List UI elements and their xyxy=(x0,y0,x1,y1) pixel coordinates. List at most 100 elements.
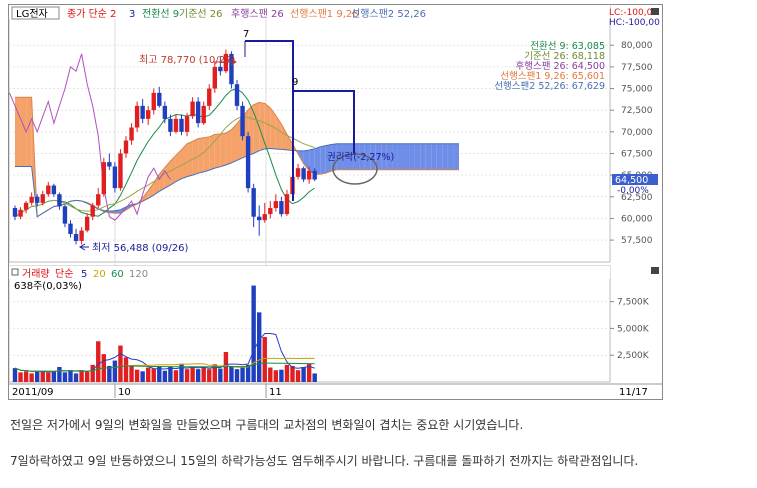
volume-bar xyxy=(146,367,151,382)
cloud-segment xyxy=(359,143,365,170)
stock-name-box[interactable] xyxy=(11,6,60,20)
candle-body xyxy=(184,116,190,132)
volume-bar xyxy=(168,366,173,382)
candle-body xyxy=(212,66,217,89)
cloud-segment xyxy=(314,146,321,175)
cloud-segment xyxy=(420,143,426,170)
volume-bar xyxy=(46,372,51,382)
volume-bar xyxy=(273,370,279,382)
legend-value-5: 선행스팬2 52,26: 67,629 xyxy=(494,80,605,92)
volume-bar xyxy=(162,370,168,382)
volume-bar xyxy=(18,372,23,382)
cloud-segment xyxy=(259,102,265,151)
cloud-segment xyxy=(348,143,354,170)
candle-body xyxy=(140,105,145,119)
candle-body xyxy=(190,101,195,117)
cloud-segment xyxy=(20,97,27,167)
volume-bar xyxy=(140,371,145,382)
candle-body xyxy=(134,105,140,128)
volume-ma-120: 120 xyxy=(129,269,148,280)
volume-bar xyxy=(218,368,223,382)
volume-bar xyxy=(29,373,34,382)
candle-body xyxy=(312,170,317,180)
volume-bar xyxy=(90,364,95,382)
candle-body xyxy=(118,153,123,189)
indicator-2: 기준선 26 xyxy=(179,8,223,20)
legend-value-3: 후행스팬 26: 64,500 xyxy=(515,60,605,72)
volume-bar xyxy=(173,370,179,382)
price-tick-label: 67,500 xyxy=(621,149,653,159)
candle-body xyxy=(273,201,279,209)
cloud-segment xyxy=(153,174,160,196)
cloud-segment xyxy=(447,143,454,170)
marker-9-label: 9 xyxy=(292,77,298,88)
marker-7-bracket xyxy=(245,40,294,201)
volume-ma-label: 단순 xyxy=(55,268,73,280)
volume-bar xyxy=(212,364,217,382)
x-label-oct: 10 xyxy=(118,387,131,398)
cloud-segment xyxy=(442,143,448,170)
candle-body xyxy=(207,88,212,106)
candle-body xyxy=(146,110,151,119)
volume-bar xyxy=(129,365,134,382)
ichimoku-chart: 57,50060,00062,50065,00067,50070,00072,5… xyxy=(8,4,663,400)
volume-ma-60: 60 xyxy=(111,269,124,280)
volume-ma-5: 5 xyxy=(81,269,87,280)
price-tick-label: 75,000 xyxy=(621,85,653,95)
cloud-segment xyxy=(425,143,432,170)
volume-ma60-line xyxy=(14,362,315,372)
volume-ma-20: 20 xyxy=(93,269,106,280)
volume-bar xyxy=(312,373,317,382)
cloud-segment xyxy=(26,97,32,167)
cloud-segment xyxy=(320,145,326,175)
price-tick-label: 57,500 xyxy=(621,236,653,246)
price-pane-menu-icon[interactable] xyxy=(651,8,659,15)
volume-collapse-icon[interactable] xyxy=(11,268,19,276)
candle-body xyxy=(123,140,129,154)
volume-bar xyxy=(201,367,206,382)
cloud-segment xyxy=(336,143,343,170)
cloud-segment xyxy=(453,143,459,170)
volume-tick-label: 2,500K xyxy=(617,351,650,361)
cloud-segment xyxy=(192,138,199,176)
volume-bar xyxy=(107,365,112,382)
current-price-tag xyxy=(612,174,658,185)
candle-body xyxy=(90,205,95,217)
candle-body xyxy=(68,223,73,235)
candle-body xyxy=(73,234,79,241)
candle-body xyxy=(62,206,68,224)
cloud-segment xyxy=(187,141,193,177)
cloud-segment xyxy=(231,123,237,163)
low-annotation: 최저 56,488 (09/26) xyxy=(92,242,188,254)
price-grid xyxy=(9,19,610,384)
cloud-segment xyxy=(381,143,387,170)
candle-body xyxy=(112,166,118,189)
volume-bar xyxy=(240,367,245,382)
volume-bar xyxy=(112,360,118,382)
volume-pane xyxy=(8,265,611,383)
volume-bar xyxy=(251,285,256,382)
volume-pane-menu-icon[interactable] xyxy=(651,267,659,274)
candle-body xyxy=(218,66,223,72)
legend-value-4: 선행스팬1 9,26: 65,601 xyxy=(500,70,605,82)
volume-ma-lines xyxy=(14,333,315,373)
candle-body xyxy=(29,196,34,203)
cloud-segment xyxy=(397,143,404,170)
price-tick-label: 62,500 xyxy=(621,193,653,203)
marker-9-bracket xyxy=(293,90,355,155)
marker-7-label: 7 xyxy=(243,29,249,40)
cloud-segment xyxy=(275,115,282,150)
volume-bar xyxy=(40,370,45,382)
candle-body xyxy=(84,216,90,231)
candle-body xyxy=(23,202,29,210)
high-arrow xyxy=(214,58,237,66)
cloud-segment xyxy=(225,129,232,165)
volume-bar xyxy=(262,337,267,382)
lc-label: LC:-100,00 xyxy=(609,8,658,18)
volume-bar xyxy=(118,345,123,382)
legend-value-1: 전환선 9: 63,085 xyxy=(530,40,605,52)
volume-bar xyxy=(245,364,251,382)
candle-body xyxy=(245,136,251,189)
candle-body xyxy=(306,170,312,180)
